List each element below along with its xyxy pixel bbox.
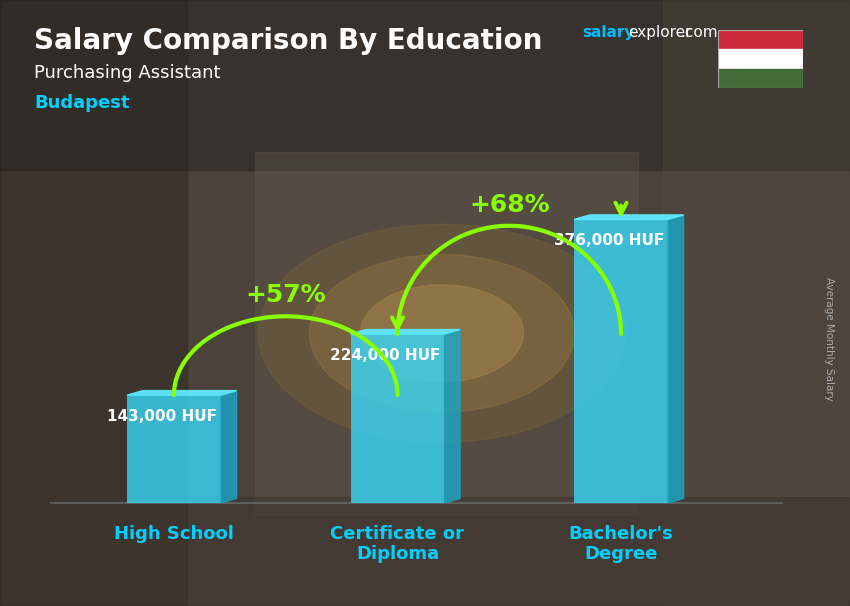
Bar	[718, 50, 803, 68]
Polygon shape	[309, 255, 575, 412]
Text: explorer: explorer	[628, 25, 692, 41]
Bar	[350, 334, 445, 503]
Text: Budapest: Budapest	[34, 94, 129, 112]
Bar	[718, 30, 803, 50]
Text: 376,000 HUF: 376,000 HUF	[554, 233, 664, 248]
Polygon shape	[668, 215, 683, 503]
Text: 143,000 HUF: 143,000 HUF	[107, 408, 217, 424]
Polygon shape	[445, 330, 460, 503]
Bar	[574, 219, 668, 503]
Text: Salary Comparison By Education: Salary Comparison By Education	[34, 27, 542, 55]
Polygon shape	[360, 285, 524, 382]
Text: Purchasing Assistant: Purchasing Assistant	[34, 64, 220, 82]
Text: 224,000 HUF: 224,000 HUF	[331, 348, 441, 362]
Polygon shape	[127, 391, 236, 395]
Polygon shape	[350, 330, 460, 334]
Text: Average Monthly Salary: Average Monthly Salary	[824, 278, 834, 401]
Polygon shape	[258, 224, 626, 442]
Polygon shape	[574, 215, 683, 219]
Bar	[0, 0, 850, 170]
Polygon shape	[221, 391, 236, 503]
Text: .com: .com	[680, 25, 717, 41]
Bar	[255, 152, 638, 515]
Text: +68%: +68%	[469, 193, 550, 217]
Text: salary: salary	[582, 25, 635, 41]
Bar	[663, 0, 850, 606]
Bar	[127, 395, 221, 503]
Bar	[0, 0, 187, 606]
Bar	[0, 497, 850, 606]
Bar	[718, 68, 803, 88]
Text: +57%: +57%	[246, 283, 326, 307]
